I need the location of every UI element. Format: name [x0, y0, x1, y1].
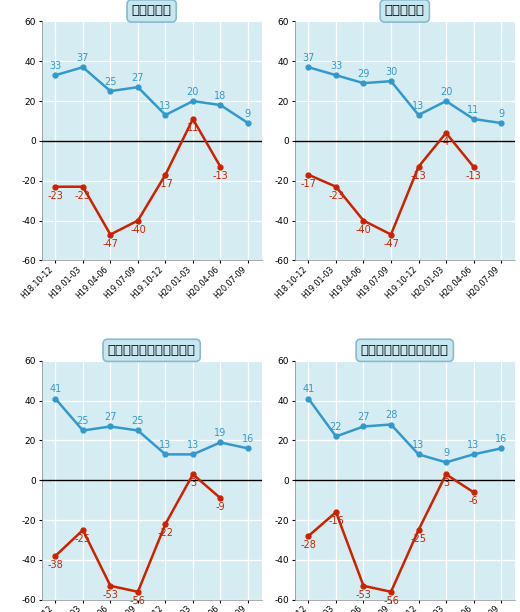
- Text: 33: 33: [330, 61, 342, 71]
- Text: 3: 3: [443, 479, 449, 488]
- Text: -56: -56: [383, 596, 399, 606]
- Text: -53: -53: [356, 590, 371, 600]
- Title: 総受注戸数: 総受注戸数: [132, 4, 172, 18]
- Text: 9: 9: [245, 109, 251, 119]
- Text: -25: -25: [410, 534, 426, 544]
- Text: 13: 13: [412, 101, 425, 111]
- Text: 27: 27: [357, 412, 370, 422]
- Text: 33: 33: [49, 61, 61, 71]
- Text: 27: 27: [104, 412, 116, 422]
- Text: -28: -28: [301, 540, 316, 550]
- Text: -47: -47: [102, 239, 119, 248]
- Title: 総受注金額: 総受注金額: [385, 4, 425, 18]
- Text: 11: 11: [467, 105, 479, 115]
- Text: 25: 25: [76, 416, 89, 427]
- Text: 4: 4: [443, 137, 449, 147]
- Text: 41: 41: [302, 384, 315, 395]
- Text: 16: 16: [495, 435, 507, 444]
- Text: 18: 18: [214, 91, 227, 101]
- Text: -40: -40: [356, 225, 371, 235]
- Text: 25: 25: [132, 416, 144, 427]
- Text: -53: -53: [102, 590, 119, 600]
- Text: -38: -38: [47, 560, 63, 570]
- Text: 9: 9: [498, 109, 504, 119]
- Text: 13: 13: [467, 440, 479, 450]
- Text: -25: -25: [75, 534, 91, 544]
- Text: -6: -6: [469, 496, 478, 506]
- Text: 22: 22: [330, 422, 342, 432]
- Text: 25: 25: [104, 77, 116, 87]
- Title: 戸建て注文住宅受注戸数: 戸建て注文住宅受注戸数: [108, 344, 196, 357]
- Text: -13: -13: [213, 171, 228, 181]
- Text: 19: 19: [214, 428, 227, 438]
- Text: 9: 9: [443, 448, 449, 458]
- Text: 3: 3: [190, 479, 196, 488]
- Text: 30: 30: [385, 67, 397, 77]
- Text: -13: -13: [411, 171, 426, 181]
- Text: 16: 16: [242, 435, 254, 444]
- Text: 29: 29: [357, 69, 370, 79]
- Text: 37: 37: [302, 53, 315, 63]
- Text: -16: -16: [328, 517, 344, 526]
- Text: 13: 13: [159, 440, 172, 450]
- Text: 41: 41: [49, 384, 61, 395]
- Text: -47: -47: [383, 239, 399, 248]
- Text: 13: 13: [412, 440, 425, 450]
- Text: -23: -23: [75, 191, 91, 201]
- Text: 11: 11: [187, 123, 199, 133]
- Text: 28: 28: [385, 410, 397, 420]
- Text: -56: -56: [130, 596, 146, 606]
- Text: 20: 20: [440, 87, 452, 97]
- Text: -17: -17: [158, 179, 173, 189]
- Text: -40: -40: [130, 225, 146, 235]
- Text: 13: 13: [159, 101, 172, 111]
- Text: -13: -13: [465, 171, 482, 181]
- Text: 13: 13: [187, 440, 199, 450]
- Text: -17: -17: [301, 179, 316, 189]
- Text: -23: -23: [47, 191, 63, 201]
- Title: 戸建て注文住宅受注金額: 戸建て注文住宅受注金額: [361, 344, 449, 357]
- Text: 20: 20: [187, 87, 199, 97]
- Text: 37: 37: [76, 53, 89, 63]
- Text: -23: -23: [328, 191, 344, 201]
- Text: -9: -9: [216, 502, 225, 512]
- Text: 27: 27: [132, 73, 144, 83]
- Text: -22: -22: [158, 528, 173, 538]
